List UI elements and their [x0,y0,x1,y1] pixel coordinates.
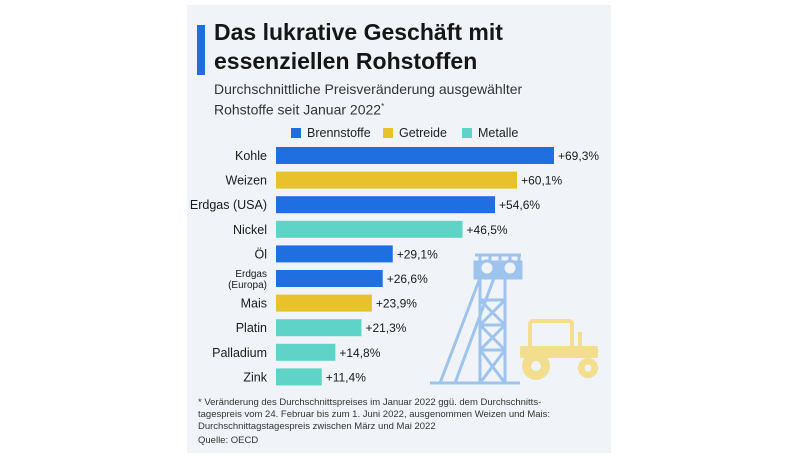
mine-headframe-icon [430,253,523,385]
bar-row: Erdgas (USA) +54,6% [190,196,540,214]
category-label: Erdgas (Europa) [228,269,267,291]
legend-swatch [291,128,301,138]
legend-item-brennstoffe: Brennstoffe [291,126,371,140]
value-label: +11,4% [326,370,366,384]
category-label: Öl [255,247,268,261]
title-accent-bar [197,25,205,75]
category-label: Mais [241,297,267,311]
legend-label: Getreide [399,126,447,140]
subtitle-line-1: Durchschnittliche Preisveränderung ausge… [214,81,523,97]
legend-swatch [462,128,472,138]
title-line-1: Das lukrative Geschäft mit [214,19,503,45]
bar-row: Erdgas (Europa) +26,6% [228,269,428,291]
value-label: +14,8% [339,346,380,360]
legend-label: Metalle [478,126,518,140]
footnote: * Veränderung des Durchschnittspreises i… [198,397,608,433]
value-label: +23,9% [376,297,417,311]
legend-label: Brennstoffe [307,126,371,140]
value-label: +21,3% [365,321,406,335]
value-label: +69,3% [558,149,599,163]
footnote-line-1: * Veränderung des Durchschnittspreises i… [198,397,542,408]
bar-row: Mais +23,9% [241,294,417,312]
category-label: Weizen [226,174,268,188]
subtitle-line-2: Rohstoffe seit Januar 2022 [214,101,382,118]
legend-swatch [383,128,393,138]
bar [276,270,383,287]
category-label: Palladium [212,346,267,360]
category-label: Erdgas (USA) [190,198,267,212]
bars-group: Kohle +69,3% Weizen +60,1% Erdgas (USA) +54,6… [190,147,599,386]
footnote-line-3: Durchschnittagstagespreis zwischen März … [198,421,436,432]
bar-row: Öl +29,1% [255,245,438,263]
bar [276,368,322,386]
bar [276,147,554,164]
category-label: Nickel [233,223,267,237]
page-title: Das lukrative Geschäft mit essenziellen … [214,18,604,76]
bar-row: Weizen +60,1% [226,171,562,189]
bar [276,220,463,238]
chart-legend: Brennstoffe Getreide Metalle [291,126,518,140]
value-label: +29,1% [397,247,438,261]
value-label: +46,5% [467,223,508,237]
bar-row: Nickel +46,5% [233,220,508,238]
illustration [430,253,598,385]
category-label: Platin [236,321,267,335]
bar [276,343,336,361]
legend-item-metalle: Metalle [462,126,518,140]
bar-row: Platin +21,3% [236,319,407,337]
subtitle: Durchschnittliche Preisveränderung ausge… [214,80,594,119]
bar [276,196,496,214]
footnote-line-2: tagespreis vom 24. Februar bis zum 1. Ju… [198,409,551,420]
tractor-icon [520,319,598,380]
bar-row: Palladium +14,8% [212,343,381,361]
subtitle-footnote-mark: * [381,102,385,111]
legend-item-getreide: Getreide [383,126,447,140]
title-line-2: essenziellen Rohstoffen [214,48,478,74]
source-note: Quelle: OECD [198,435,259,446]
value-label: +60,1% [521,174,562,188]
bar [276,245,393,263]
category-label: Zink [243,370,267,384]
value-label: +26,6% [387,272,428,286]
bar-row: Kohle +69,3% [235,147,599,164]
bar [276,171,518,189]
bar-row: Zink +11,4% [243,368,366,386]
value-label: +54,6% [499,198,540,212]
category-label: Kohle [235,149,267,163]
bar [276,319,362,337]
bar [276,294,372,312]
